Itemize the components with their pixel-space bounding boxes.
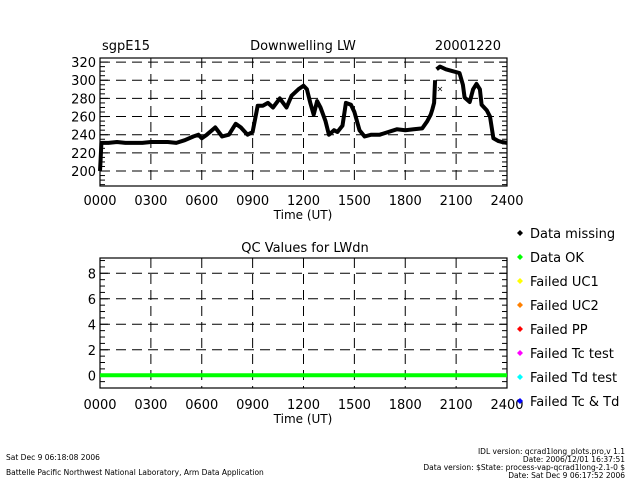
site-label: sgpE15	[102, 39, 150, 54]
plot-qc-values: 0 2 4 6 8 0000 0300 0600 0900 1200 1500 1800 2100 240…	[83, 257, 524, 413]
x-tick-label: 0300	[134, 194, 167, 209]
footer-idl-date: Date: 2006/12/01 16:37:51	[523, 455, 625, 464]
plot-frame	[99, 257, 508, 389]
legend-marker-icon	[517, 230, 523, 236]
y-tick-label: 200	[71, 165, 96, 180]
x-tick-label: 0600	[185, 398, 218, 413]
data-series-lwdn-late	[435, 64, 508, 145]
x-tick-label: 2400	[490, 398, 523, 413]
y-tick-label: 0	[88, 369, 96, 384]
footer-idl-version: IDL version: qcrad1long_plots.pro,v 1.1	[478, 447, 625, 456]
plot-frame	[99, 57, 508, 187]
footer-data-version: Data version: $State: process-vap-qcrad1…	[423, 463, 625, 472]
x-tick-label: 1500	[338, 194, 371, 209]
footer-data-date: Date: Sat Dec 9 06:17:52 2006	[508, 471, 625, 480]
legend-item-label: Failed Tc test	[530, 347, 614, 362]
x-axis-label-lw: Time (UT)	[273, 208, 333, 222]
y-tick-label: 8	[88, 267, 96, 282]
legend: Data missing Data OK Failed UC1 Failed UC2 F…	[517, 227, 619, 410]
x-tick-label: 1800	[389, 194, 422, 209]
y-tick-label: 220	[71, 147, 96, 162]
y-tick-label: 2	[88, 344, 96, 359]
data-series-lwdn	[98, 80, 438, 172]
x-tick-label: 0000	[83, 398, 116, 413]
legend-item-label: Data OK	[530, 251, 584, 266]
date-label: 20001220	[435, 39, 501, 54]
legend-item-label: Failed UC1	[530, 275, 599, 290]
x-tick-label: 0300	[134, 398, 167, 413]
missing-data-marker: ×	[437, 84, 444, 93]
footer-timestamp: Sat Dec 9 06:18:08 2006	[6, 453, 100, 462]
x-tick-label: 1800	[389, 398, 422, 413]
x-tick-label: 0000	[83, 194, 116, 209]
plot-downwelling-lw: 200 220 240 260 280 300 320 0000 0300 0600 0900 120…	[71, 56, 523, 209]
x-tick-label: 0900	[236, 398, 269, 413]
x-tick-label: 1200	[287, 194, 320, 209]
chart-title-qc: QC Values for LWdn	[241, 241, 368, 256]
x-tick-label: 0600	[185, 194, 218, 209]
legend-item-label: Failed Tc & Td	[530, 395, 619, 410]
y-tick-label: 4	[88, 318, 96, 333]
y-tick-label: 6	[88, 293, 96, 308]
x-tick-label: 1200	[287, 398, 320, 413]
legend-marker-icon	[517, 326, 523, 332]
x-tick-label: 0900	[236, 194, 269, 209]
y-tick-label: 260	[71, 111, 96, 126]
y-tick-label: 280	[71, 92, 96, 107]
legend-marker-icon	[517, 254, 523, 260]
legend-marker-icon	[517, 350, 523, 356]
legend-item-label: Failed UC2	[530, 299, 599, 314]
x-axis-label-qc: Time (UT)	[273, 412, 333, 426]
x-tick-label: 2100	[440, 194, 473, 209]
legend-marker-icon	[517, 398, 523, 404]
x-tick-label: 2400	[490, 194, 523, 209]
legend-item-label: Failed Td test	[530, 371, 617, 386]
legend-item-label: Failed PP	[530, 323, 588, 338]
legend-item-label: Data missing	[530, 227, 615, 242]
x-tick-label: 1500	[338, 398, 371, 413]
legend-marker-icon	[517, 374, 523, 380]
y-tick-label: 300	[71, 74, 96, 89]
footer-credit: Battelle Pacific Northwest National Labo…	[6, 468, 264, 477]
chart-title-lw: Downwelling LW	[250, 39, 356, 54]
y-tick-label: 240	[71, 129, 96, 144]
legend-marker-icon	[517, 278, 523, 284]
x-tick-label: 2100	[440, 398, 473, 413]
legend-marker-icon	[517, 302, 523, 308]
y-tick-label: 320	[71, 56, 96, 71]
